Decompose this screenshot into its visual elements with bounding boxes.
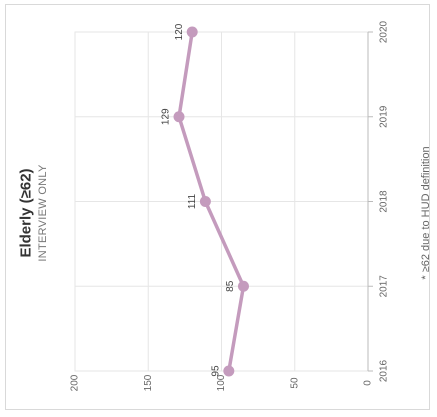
line-chart: 2016 2017 2018 2019 2020 0 50 100 150 200 95 85 111 1… bbox=[70, 20, 390, 391]
category-label: 2020 bbox=[379, 20, 390, 43]
data-label: 120 bbox=[174, 23, 185, 40]
data-point bbox=[199, 196, 211, 207]
category-label: 2016 bbox=[379, 359, 390, 382]
data-point bbox=[173, 111, 185, 123]
value-tick-label: 200 bbox=[70, 374, 81, 391]
data-point bbox=[237, 280, 249, 292]
data-label: 111 bbox=[187, 193, 198, 209]
data-point bbox=[186, 26, 198, 38]
data-point bbox=[223, 365, 235, 377]
data-label: 95 bbox=[210, 365, 221, 377]
chart-card: Elderly (≥62) INTERVIEW ONLY * ≥62 due t… bbox=[5, 4, 432, 410]
category-label: 2018 bbox=[379, 190, 390, 213]
value-tick-label: 50 bbox=[289, 377, 300, 389]
category-label: 2019 bbox=[379, 105, 390, 128]
value-tick-label: 0 bbox=[363, 380, 374, 386]
value-tick-label: 100 bbox=[216, 374, 227, 391]
data-label: 85 bbox=[225, 280, 236, 292]
value-tick-label: 150 bbox=[143, 374, 154, 391]
category-label: 2017 bbox=[379, 275, 390, 298]
data-label: 129 bbox=[161, 108, 172, 125]
